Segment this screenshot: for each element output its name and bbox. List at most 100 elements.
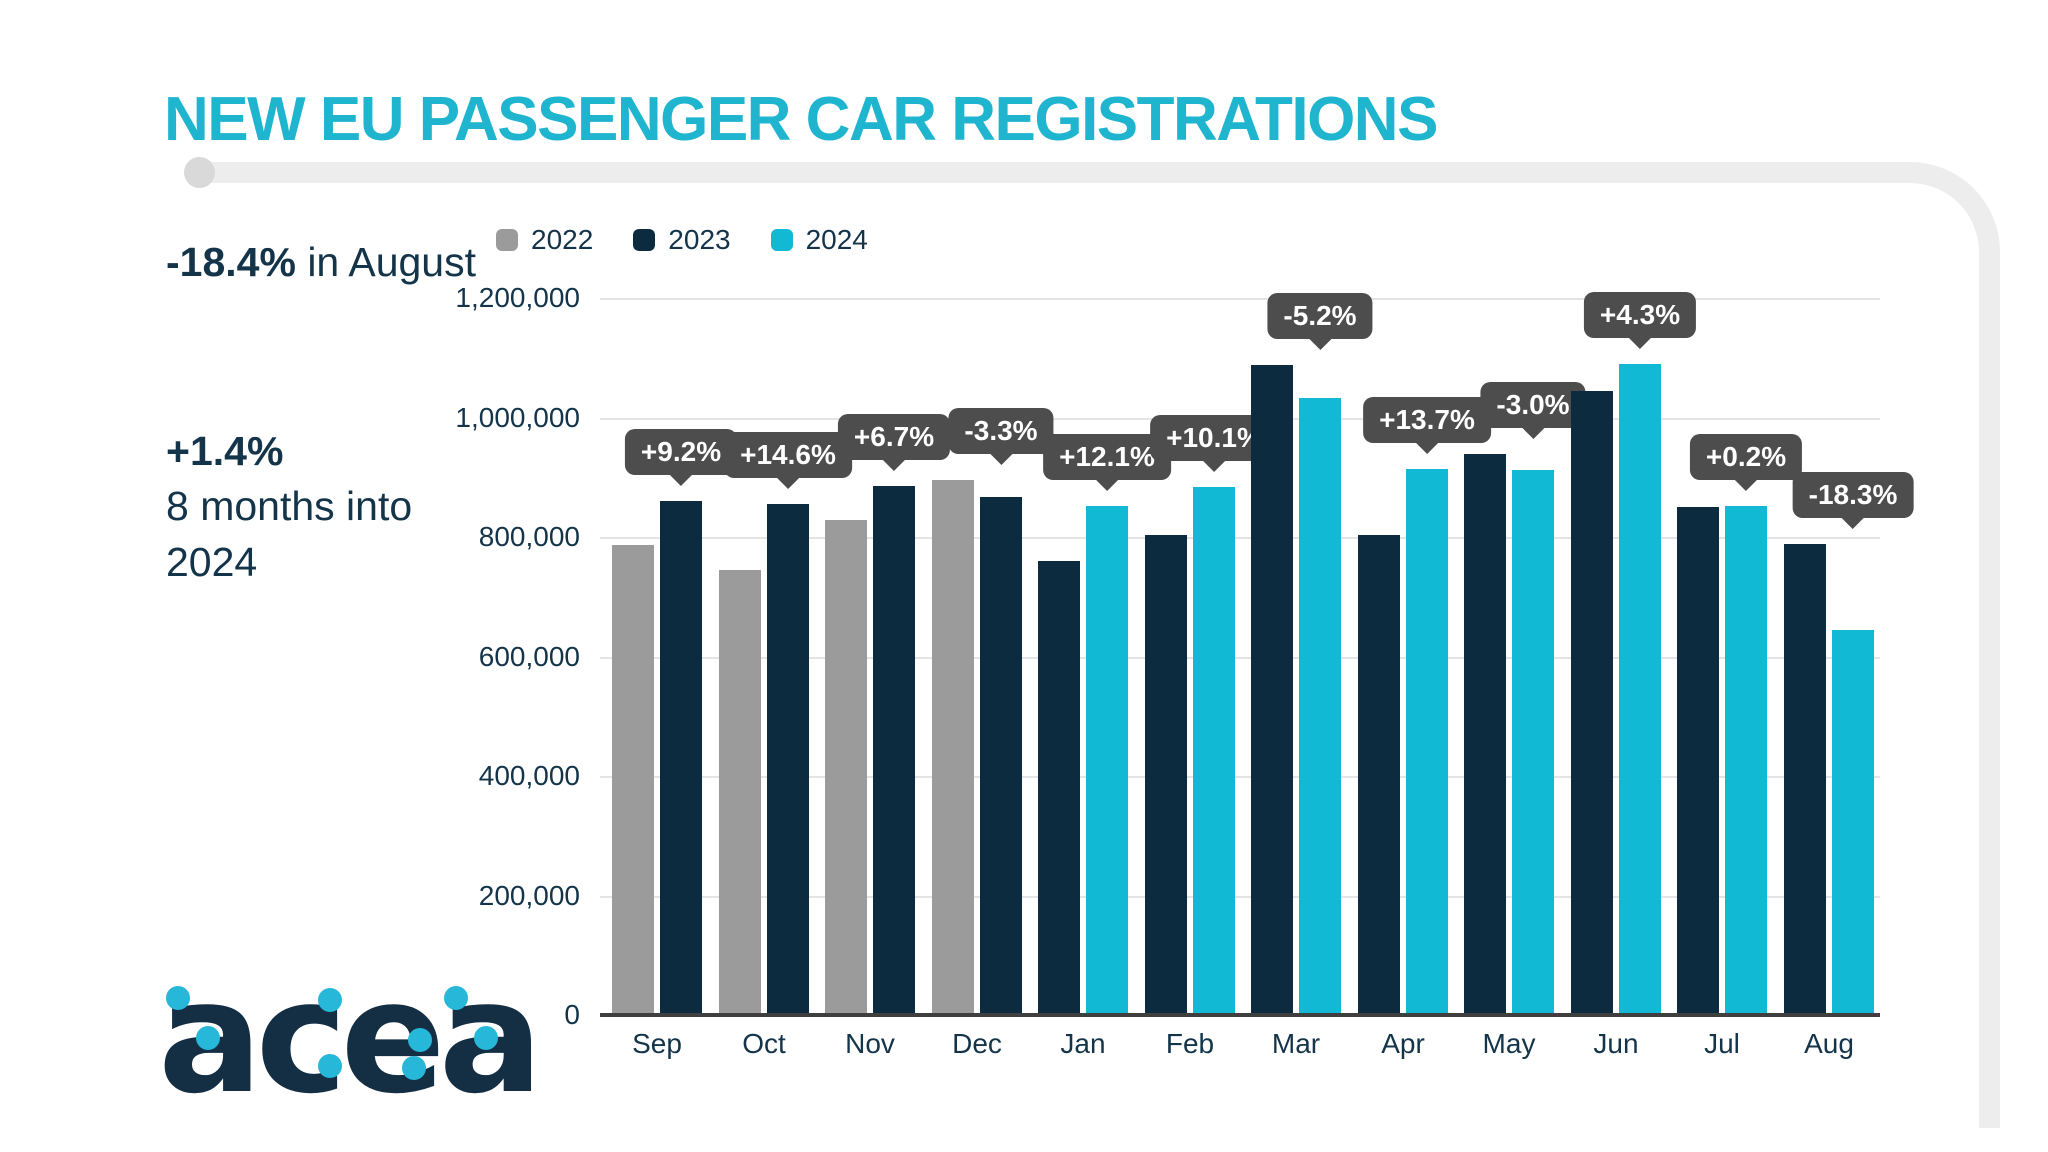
- pct-tooltip-label: -5.2%: [1267, 293, 1373, 339]
- pct-tooltip-label: -3.3%: [948, 408, 1054, 454]
- bar-oct-2023: [767, 504, 809, 1015]
- pct-tooltip-label: +14.6%: [724, 432, 852, 478]
- x-tick-label: Mar: [1271, 1028, 1321, 1059]
- bar-may-2023: [1464, 453, 1506, 1015]
- x-tick-label: Feb: [1165, 1028, 1215, 1059]
- pct-tooltip-label: +9.2%: [624, 429, 738, 475]
- y-tick-label: 200,000: [478, 880, 580, 911]
- chart-legend: 2022 2023 2024: [496, 224, 868, 256]
- x-tick-label: May: [1482, 1028, 1536, 1059]
- x-tick-label: Oct: [742, 1028, 786, 1059]
- y-tick-label: 1,000,000: [455, 402, 580, 433]
- bar-jun-2024: [1619, 363, 1661, 1015]
- bar-jun-2023: [1571, 390, 1613, 1015]
- decorative-frame: [198, 162, 2000, 1128]
- stat-august: -18.4% in August: [166, 235, 486, 290]
- logo-dot: [166, 986, 190, 1010]
- pct-tooltip-label: -3.0%: [1480, 382, 1586, 428]
- frame-end-cap: [1979, 1094, 2000, 1115]
- y-tick-label: 800,000: [478, 521, 580, 552]
- logo-dot: [474, 1026, 498, 1050]
- gridline: [600, 896, 1880, 898]
- bar-mar-2024: [1299, 398, 1341, 1015]
- tooltip-arrow: [1842, 518, 1864, 529]
- x-tick-label: Jun: [1593, 1028, 1639, 1059]
- tooltip-arrow: [1522, 428, 1544, 439]
- bar-feb-2024: [1193, 486, 1235, 1015]
- pct-tooltip-sep: +9.2%: [624, 429, 738, 486]
- bar-dec-2022: [932, 479, 974, 1015]
- bar-jan-2024: [1086, 505, 1128, 1015]
- legend-swatch: [633, 229, 656, 251]
- pct-tooltip-dec: -3.3%: [948, 408, 1054, 465]
- tooltip-arrow: [990, 454, 1012, 465]
- tooltip-arrow: [1734, 480, 1757, 491]
- tooltip-arrow: [1203, 461, 1225, 472]
- stat-august-label: in August: [295, 239, 476, 285]
- bar-apr-2024: [1406, 468, 1448, 1015]
- gridline: [600, 776, 1880, 778]
- bar-feb-2023: [1145, 535, 1187, 1015]
- gridline: [600, 537, 1880, 539]
- stat-ytd: +1.4% 8 months into 2024: [166, 424, 416, 590]
- tooltip-arrow: [1096, 480, 1118, 491]
- gridline: [600, 657, 1880, 659]
- bar-nov-2022: [825, 519, 867, 1015]
- legend-item-2024: 2024: [770, 224, 868, 256]
- y-tick-label: 600,000: [478, 641, 580, 672]
- pct-tooltip-apr: +13.7%: [1363, 397, 1491, 454]
- acea-logo: acea: [150, 942, 580, 1142]
- x-tick-label: Aug: [1804, 1028, 1854, 1059]
- plot-area: +9.2% +14.6% +6.7% -3.3% +12.1% +10.1% -5.2% +1…: [600, 292, 1914, 1015]
- bar-nov-2023: [873, 485, 915, 1015]
- pct-tooltip-jun: +4.3%: [1583, 292, 1697, 349]
- x-tick-label: Jul: [1704, 1028, 1740, 1059]
- bar-jul-2023: [1677, 507, 1719, 1015]
- pct-tooltip-jul: +0.2%: [1689, 434, 1803, 491]
- tooltip-arrow: [669, 475, 692, 486]
- bar-sep-2023: [660, 500, 702, 1015]
- x-axis-labels: Sep Oct Nov Dec Jan Feb Mar Apr May Jun Jul Aug: [600, 1028, 1880, 1068]
- logo-dot: [318, 1054, 342, 1078]
- bar-sep-2022: [612, 544, 654, 1015]
- x-tick-label: Nov: [845, 1028, 895, 1059]
- x-tick-label: Dec: [952, 1028, 1002, 1059]
- bar-mar-2023: [1251, 364, 1293, 1015]
- bar-oct-2022: [719, 569, 761, 1015]
- logo-dot: [196, 1026, 220, 1050]
- tooltip-arrow: [882, 460, 905, 471]
- y-tick-label: 1,200,000: [455, 282, 580, 313]
- legend-swatch: [770, 229, 793, 251]
- bar-dec-2023: [980, 496, 1022, 1015]
- bar-jan-2023: [1038, 560, 1080, 1015]
- pct-tooltip-label: +13.7%: [1363, 397, 1491, 443]
- frame-start-dot: [184, 157, 215, 188]
- pct-tooltip-jan: +12.1%: [1043, 434, 1171, 491]
- y-axis-labels: 1,200,000 1,000,000 800,000 600,000 400,000 2…: [330, 282, 580, 1030]
- pct-tooltip-label: +12.1%: [1043, 434, 1171, 480]
- x-axis-line: [600, 1013, 1880, 1017]
- page-title: NEW EU PASSENGER CAR REGISTRATIONS: [164, 85, 1438, 154]
- pct-tooltip-label: +6.7%: [837, 414, 951, 460]
- pct-tooltip-label: +4.3%: [1583, 292, 1697, 338]
- bar-jul-2024: [1725, 505, 1767, 1015]
- pct-tooltip-aug: -18.3%: [1792, 472, 1914, 529]
- bar-may-2024: [1512, 470, 1554, 1015]
- y-tick-label: 0: [564, 999, 580, 1030]
- pct-tooltip-mar: -5.2%: [1267, 293, 1373, 350]
- legend-item-2022: 2022: [496, 224, 593, 256]
- x-tick-label: Apr: [1381, 1028, 1425, 1059]
- stat-ytd-label: 8 months into 2024: [166, 483, 413, 585]
- y-tick-label: 400,000: [478, 760, 580, 791]
- logo-dot: [318, 988, 342, 1012]
- logo-dot: [402, 1056, 426, 1080]
- legend-label: 2024: [805, 224, 868, 255]
- tooltip-arrow: [1309, 339, 1331, 350]
- pct-tooltip-label: -18.3%: [1792, 472, 1914, 518]
- tooltip-arrow: [1628, 338, 1651, 349]
- bar-aug-2023: [1784, 544, 1826, 1015]
- pct-tooltip-oct: +14.6%: [724, 432, 852, 489]
- bar-aug-2024: [1832, 630, 1874, 1015]
- pct-tooltip-may: -3.0%: [1480, 382, 1586, 439]
